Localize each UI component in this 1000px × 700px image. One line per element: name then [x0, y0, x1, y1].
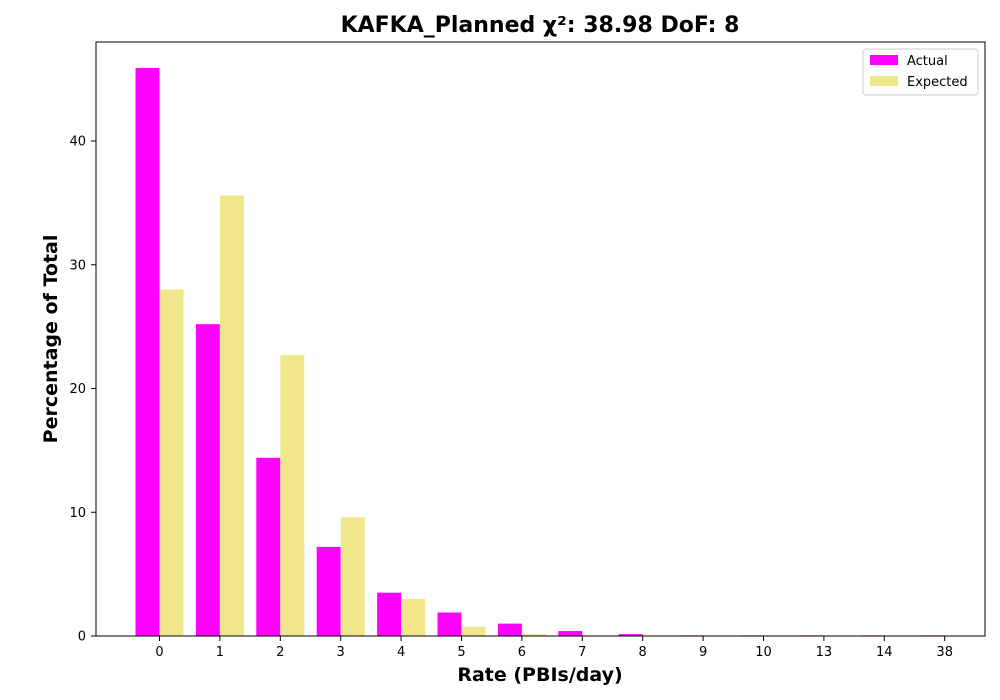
legend-swatch-expected [870, 76, 898, 86]
bar-expected-2 [280, 355, 305, 636]
ticks-group: 0 1 2 3 4 5 6 7 8 9 10 13 14 38 0 10 20 30 40 [69, 135, 953, 661]
x-tick-label: 1 [216, 645, 224, 660]
x-tick-label: 2 [276, 645, 284, 660]
bars-group [135, 67, 945, 637]
bar-expected-4 [401, 598, 426, 637]
x-tick-label: 0 [155, 645, 163, 660]
chart-title: KAFKA_Planned χ²: 38.98 DoF: 8 [341, 13, 740, 38]
legend-label-actual: Actual [907, 54, 948, 69]
bar-expected-0 [159, 289, 184, 636]
bar-actual-6 [497, 623, 522, 637]
bar-expected-1 [219, 195, 244, 636]
x-tick-label: 5 [457, 645, 465, 660]
y-tick-label: 0 [78, 630, 86, 645]
bar-actual-4 [377, 592, 402, 636]
y-tick-label: 20 [69, 382, 86, 397]
x-tick-label: 13 [816, 645, 833, 660]
bar-actual-1 [195, 324, 220, 636]
x-tick-label: 7 [578, 645, 586, 660]
legend-label-expected: Expected [907, 75, 968, 90]
legend-swatch-actual [870, 55, 898, 65]
y-tick-label: 30 [69, 258, 86, 273]
x-tick-label: 14 [876, 645, 893, 660]
y-tick-label: 10 [69, 506, 86, 521]
bar-expected-6 [521, 634, 546, 636]
bar-actual-0 [135, 67, 160, 637]
y-axis-label: Percentage of Total [40, 235, 62, 444]
bar-expected-5 [461, 626, 486, 636]
bar-actual-3 [316, 546, 341, 636]
x-tick-label: 3 [337, 645, 345, 660]
bar-actual-8 [618, 634, 643, 636]
x-axis-label: Rate (PBIs/day) [457, 664, 622, 686]
bar-actual-7 [558, 631, 583, 636]
bar-expected-3 [340, 517, 365, 636]
x-tick-label: 6 [518, 645, 526, 660]
bar-actual-5 [437, 612, 462, 636]
x-tick-label: 38 [936, 645, 953, 660]
legend: Actual Expected [862, 48, 979, 96]
bar-actual-2 [256, 457, 281, 636]
plot-frame [95, 41, 986, 637]
x-tick-label: 4 [397, 645, 405, 660]
x-tick-label: 8 [639, 645, 647, 660]
y-tick-label: 40 [69, 135, 86, 150]
x-tick-label: 9 [699, 645, 707, 660]
x-tick-label: 10 [755, 645, 772, 660]
